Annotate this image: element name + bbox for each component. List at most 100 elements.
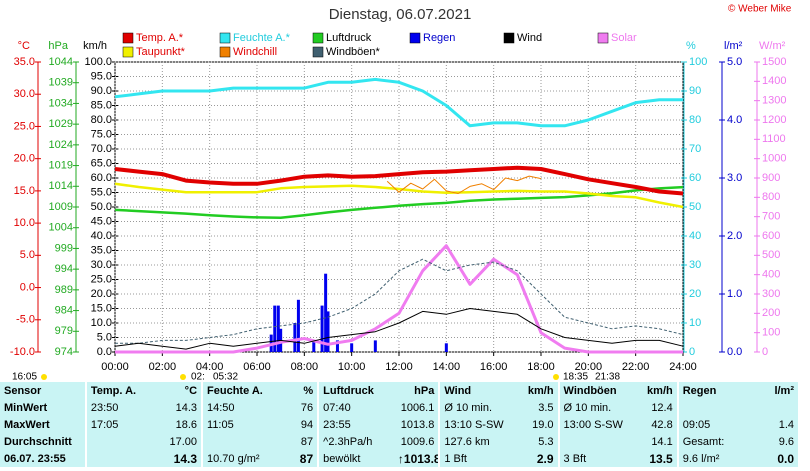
- table-cell: 42.8: [629, 416, 679, 433]
- y-tick-label: 70.0: [91, 143, 112, 155]
- table-cell: 2.9: [510, 450, 560, 467]
- legend-swatch: [219, 32, 231, 44]
- table-cell: [202, 433, 278, 450]
- rain-bar: [276, 305, 280, 352]
- table-cell: 0.0: [748, 450, 800, 467]
- x-tick-label: 22:00: [622, 361, 650, 373]
- y-tick-label: 35.0: [91, 244, 112, 256]
- y-tick-label: 15.0: [91, 302, 112, 314]
- chart: Dienstag, 06.07.2021 © Weber Mike °C -10.…: [10, 4, 792, 380]
- table-cell: 14:50: [207, 401, 235, 414]
- y-tick-label: 700: [762, 211, 780, 223]
- table-cell: [748, 399, 800, 416]
- x-tick-label: 24:00: [669, 361, 697, 373]
- sun-icon: [41, 374, 47, 380]
- sun-time: 21:38: [595, 372, 620, 380]
- axis-unit: W/m²: [759, 40, 786, 52]
- table-cell: Windböen: [563, 384, 617, 397]
- series-line: [114, 77, 683, 128]
- table-cell: Wind: [444, 384, 472, 397]
- table-cell: km/h: [510, 382, 560, 399]
- table-cell: Ø 10 min.: [563, 401, 612, 414]
- y-tick-label: 50.0: [91, 201, 112, 213]
- y-tick-label: 600: [762, 230, 780, 242]
- y-tick-label: 900: [762, 172, 780, 184]
- table-cell: °C: [156, 382, 204, 399]
- y-tick-label: 1019: [49, 159, 73, 171]
- y-tick-label: 100.0: [84, 56, 112, 68]
- series-line: [115, 244, 683, 354]
- y-tick-label: 1300: [762, 95, 786, 107]
- table-row: Sensor Temp. A. °C Feuchte A.% Luftdruck hPa W…: [0, 382, 800, 399]
- y-tick-label: 100: [689, 56, 707, 68]
- y-tick-label: 70: [689, 143, 701, 155]
- rain-bar: [335, 340, 339, 352]
- y-tick-label: 25.0: [14, 120, 35, 132]
- y-tick-label: 0.0: [97, 346, 112, 358]
- sun-time: 02:: [191, 372, 205, 380]
- table-cell: 9.6: [748, 433, 800, 450]
- y-tick-label: 1400: [762, 75, 786, 87]
- y-tick-label: 200: [762, 307, 780, 319]
- table-row: 06.07. 23:55 14.3 10.70 g/m² 87 bewölkt ↑1013…: [0, 450, 800, 467]
- axis-unit: %: [686, 40, 696, 52]
- table-cell: [86, 450, 157, 467]
- y-tick-label: 20: [689, 288, 701, 300]
- y-tick-label: 1024: [49, 139, 73, 151]
- table-cell: Regen: [682, 384, 717, 397]
- y-tick-label: 80: [689, 114, 701, 126]
- table-cell: 127.6 km: [444, 435, 490, 448]
- y-tick-label: -5.0: [16, 314, 35, 326]
- y-tick-label: 45.0: [91, 215, 112, 227]
- legend-label: Windböen*: [326, 46, 381, 58]
- table-cell: ^2.3hPa/h: [323, 435, 373, 448]
- table-cell: 3.5: [510, 399, 560, 416]
- rain-bar: [273, 305, 277, 352]
- table-cell: Sensor: [0, 382, 87, 399]
- x-tick-label: 18:00: [527, 361, 555, 373]
- y-tick-label: 1100: [762, 133, 786, 145]
- table-cell: Feuchte A.: [207, 384, 263, 397]
- legend-label: Wind: [517, 32, 542, 44]
- y-tick-label: 40: [689, 230, 701, 242]
- y-tick-label: 1034: [49, 97, 73, 109]
- table-cell: [559, 433, 630, 450]
- y-tick-label: 1029: [49, 118, 73, 130]
- x-tick-label: 20:00: [575, 361, 603, 373]
- table-cell: 19.0: [510, 416, 560, 433]
- x-tick-label: 08:00: [291, 361, 319, 373]
- y-tick-label: 0.0: [20, 281, 35, 293]
- table-cell: 94: [277, 416, 320, 433]
- table-cell: 17:05: [90, 418, 119, 431]
- rain-bar: [312, 340, 316, 352]
- table-cell: 23:50: [90, 401, 119, 414]
- table-cell: 9.6 l/m²: [682, 452, 720, 465]
- table-cell: 10.70 g/m²: [207, 452, 260, 465]
- rain-bar: [373, 340, 377, 352]
- table-cell: 23:55: [323, 418, 351, 431]
- axis-unit: km/h: [83, 40, 107, 52]
- table-cell: 1.4: [748, 416, 800, 433]
- legend-swatch: [503, 32, 515, 44]
- y-tick-label: 20.0: [14, 153, 35, 165]
- stats-table: Sensor Temp. A. °C Feuchte A.% Luftdruck hPa W…: [0, 382, 800, 467]
- table-cell: 06.07. 23:55: [0, 450, 87, 467]
- table-cell: 3 Bft: [563, 452, 587, 465]
- y-tick-label: 1044: [49, 56, 73, 68]
- y-tick-label: 400: [762, 269, 780, 281]
- y-tick-label: 10.0: [91, 317, 112, 329]
- y-tick-label: 0: [762, 346, 768, 358]
- series-line: [115, 258, 684, 344]
- y-tick-label: 0: [689, 346, 695, 358]
- y-tick-label: -10.0: [10, 346, 35, 358]
- legend-label: Regen: [423, 32, 455, 44]
- y-tick-label: 30.0: [14, 88, 35, 100]
- y-tick-label: 4.0: [727, 114, 742, 126]
- table-cell: 12.4: [629, 399, 679, 416]
- credit: © Weber Mike: [728, 4, 792, 15]
- legend-swatch: [312, 46, 324, 58]
- chart-title: Dienstag, 06.07.2021: [329, 6, 472, 23]
- x-tick-label: 16:00: [480, 361, 508, 373]
- table-row: MinWert 23:50 14.3 14:50 76 07:40 1006.1 Ø 10 m…: [0, 399, 800, 416]
